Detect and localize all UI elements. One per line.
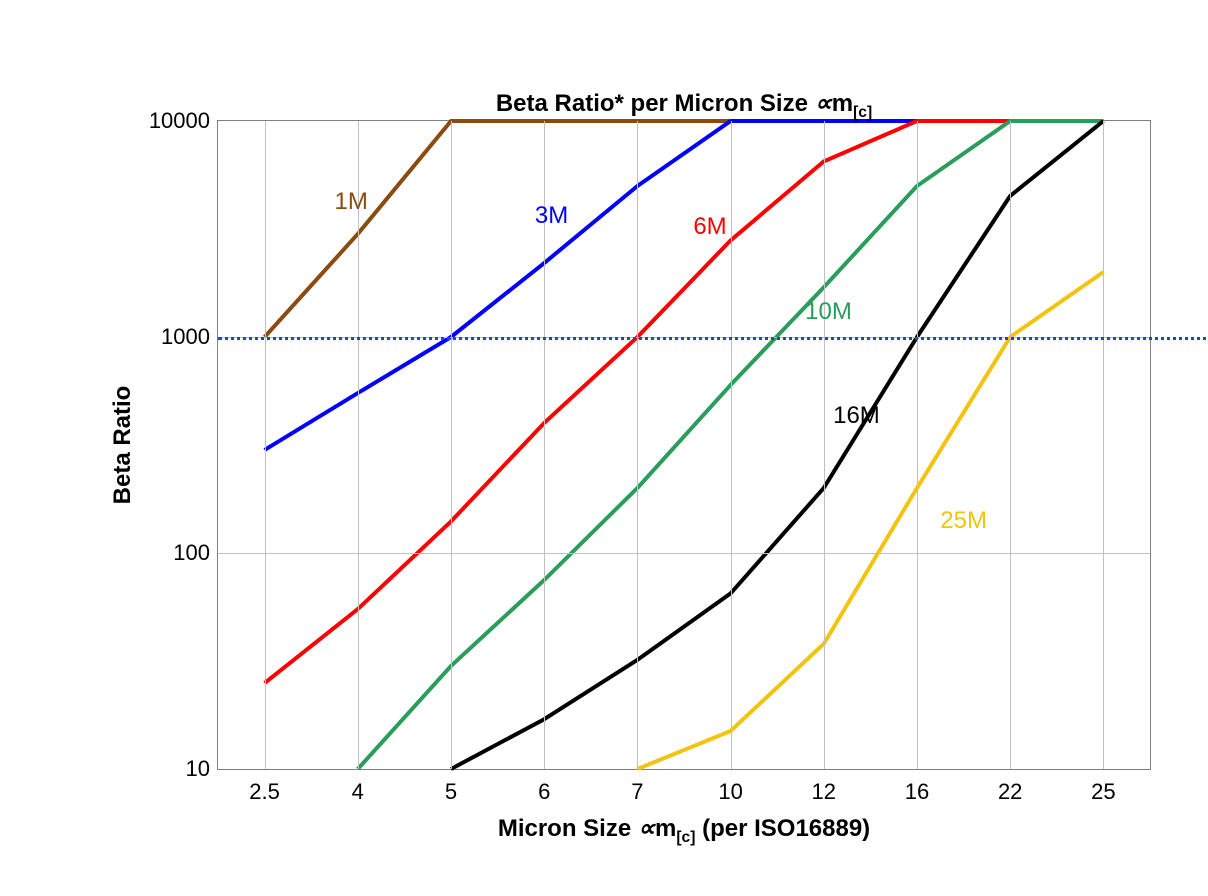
series-line-6M [265,121,1104,683]
gridline-vertical [1103,121,1104,769]
series-line-3M [265,121,1104,450]
gridline-horizontal [218,553,1150,554]
x-tick-label: 4 [352,779,364,805]
gridline-vertical [358,121,359,769]
x-tick-label: 25 [1091,779,1115,805]
x-tick-label: 16 [905,779,929,805]
x-tick-label: 2.5 [249,779,280,805]
y-tick-label: 100 [173,540,218,566]
y-tick-label: 10 [186,756,218,782]
y-tick-label: 1000 [161,324,218,350]
x-tick-label: 5 [445,779,457,805]
gridline-vertical [917,121,918,769]
gridline-vertical [265,121,266,769]
gridline-vertical [637,121,638,769]
x-tick-label: 6 [538,779,550,805]
reference-line [218,337,1208,340]
gridline-vertical [451,121,452,769]
series-line-25M [637,272,1103,769]
gridline-vertical [1010,121,1011,769]
gridline-vertical [824,121,825,769]
series-label-10M: 10M [805,298,852,326]
series-label-6M: 6M [693,213,726,241]
x-tick-label: 22 [998,779,1022,805]
x-axis-title: Micron Size ∝m[c] (per ISO16889) [498,814,870,847]
plot-area: 2.545671012162225101001000100001M3M6M10M… [217,120,1151,770]
series-label-16M: 16M [833,402,880,430]
y-axis-title: Beta Ratio [109,386,137,505]
x-tick-label: 12 [812,779,836,805]
chart-title: Beta Ratio* per Micron Size ∝m[c] [496,89,872,122]
gridline-vertical [731,121,732,769]
x-tick-label: 7 [631,779,643,805]
series-label-3M: 3M [535,202,568,230]
series-label-1M: 1M [335,188,368,216]
x-tick-label: 10 [718,779,742,805]
y-tick-label: 10000 [149,108,218,134]
series-label-25M: 25M [940,507,987,535]
